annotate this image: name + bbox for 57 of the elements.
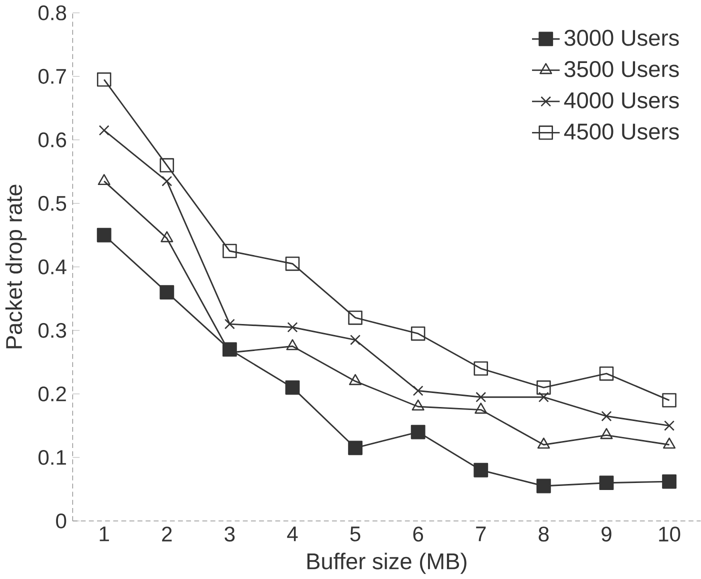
x-tick-label: 2 (162, 526, 172, 542)
point (162, 176, 172, 186)
y-tick-label: 0.5 (38, 196, 66, 211)
x-tick-label: 3 (224, 526, 235, 542)
y-tick-label: 0.7 (38, 68, 66, 84)
point (412, 385, 424, 396)
x-tick-label: 1 (100, 526, 109, 542)
y-tick-label: 0.4 (38, 259, 66, 274)
point (601, 410, 612, 422)
x-tick-label: 4 (287, 526, 298, 542)
point (224, 318, 235, 330)
point (222, 244, 237, 258)
point (286, 339, 299, 350)
y-tick-label: 0.1 (38, 450, 66, 465)
x-tick-label: 6 (413, 526, 424, 542)
point (160, 158, 174, 172)
point (350, 334, 361, 346)
y-axis-title: Packet drop rate (5, 184, 27, 348)
legend-label: 3500 Users (564, 60, 679, 78)
point (474, 361, 488, 376)
point (348, 440, 362, 455)
point (662, 474, 676, 489)
x-tick-label: 10 (659, 526, 680, 542)
x-axis-title: Buffer size (MB) (307, 552, 466, 574)
point (474, 462, 488, 478)
point (160, 231, 174, 242)
point (536, 380, 551, 395)
y-tick-label: 0.8 (38, 5, 66, 20)
point (664, 420, 675, 431)
y-tick-label: 0.2 (38, 386, 66, 402)
point (536, 478, 551, 494)
point (285, 380, 300, 395)
point (410, 326, 426, 341)
x-tick-label: 9 (602, 526, 612, 542)
legend-label: 3000 Users (564, 30, 679, 46)
point (599, 366, 614, 381)
point (662, 393, 676, 408)
point (474, 402, 488, 414)
y-tick-label: 0.3 (38, 322, 66, 338)
point (96, 228, 112, 242)
point (96, 72, 112, 87)
point (98, 124, 110, 136)
point (285, 256, 300, 271)
legend-label: 4000 Users (564, 92, 679, 108)
point (160, 284, 174, 300)
legend-label: 4500 Users (564, 123, 679, 140)
point (599, 475, 614, 490)
point (348, 310, 362, 325)
x-tick-label: 8 (538, 526, 549, 542)
point (538, 392, 549, 402)
point (476, 392, 486, 402)
x-tick-label: 7 (476, 526, 486, 542)
y-tick-label: 0 (56, 513, 66, 528)
point (287, 322, 298, 332)
y-tick-label: 0.6 (38, 132, 66, 148)
point (410, 424, 426, 440)
x-tick-label: 5 (350, 526, 360, 542)
